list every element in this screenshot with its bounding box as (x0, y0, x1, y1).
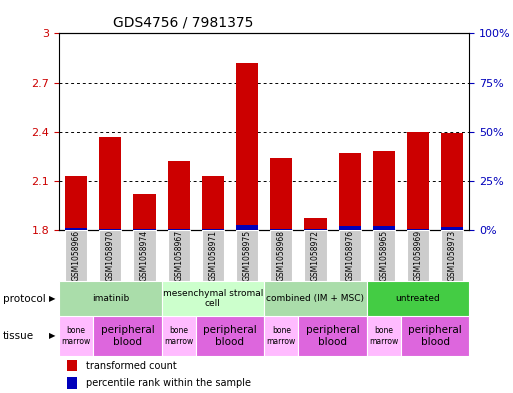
Bar (264, 316, 299, 356)
Text: protocol: protocol (3, 294, 45, 304)
Bar (304, 229, 327, 230)
Bar (162, 316, 196, 356)
Bar (270, 158, 292, 230)
Text: tissue: tissue (3, 331, 34, 341)
Bar (196, 316, 264, 356)
Bar (133, 230, 155, 281)
Text: GSM1058974: GSM1058974 (140, 230, 149, 281)
Bar (99, 229, 122, 230)
Text: peripheral
blood: peripheral blood (203, 325, 257, 347)
Text: GSM1058973: GSM1058973 (448, 230, 457, 281)
Text: bone
marrow: bone marrow (62, 326, 91, 346)
Bar (93, 316, 162, 356)
Bar (373, 230, 395, 281)
Text: GSM1058965: GSM1058965 (380, 230, 388, 281)
Text: GSM1058970: GSM1058970 (106, 230, 115, 281)
Text: GSM1058968: GSM1058968 (277, 230, 286, 281)
Text: GDS4756 / 7981375: GDS4756 / 7981375 (113, 16, 253, 30)
Bar (162, 281, 264, 316)
Bar (407, 132, 429, 230)
Bar (264, 281, 367, 316)
Bar (304, 230, 327, 281)
Text: peripheral
blood: peripheral blood (306, 325, 360, 347)
Text: GSM1058971: GSM1058971 (208, 230, 218, 281)
Bar (339, 153, 361, 230)
Bar (67, 377, 77, 389)
Bar (59, 281, 162, 316)
Bar (441, 230, 463, 281)
Bar (202, 229, 224, 230)
Bar (339, 230, 361, 281)
Text: bone
marrow: bone marrow (267, 326, 296, 346)
Bar (401, 316, 469, 356)
Text: GSM1058966: GSM1058966 (72, 230, 81, 281)
Text: GSM1058975: GSM1058975 (243, 230, 251, 281)
Bar (299, 316, 367, 356)
Bar (270, 229, 292, 230)
Bar (67, 360, 77, 371)
Bar (133, 229, 155, 230)
Text: peripheral
blood: peripheral blood (408, 325, 462, 347)
Bar (65, 176, 87, 230)
Text: transformed count: transformed count (86, 361, 176, 371)
Bar (202, 176, 224, 230)
Text: GSM1058972: GSM1058972 (311, 230, 320, 281)
Text: untreated: untreated (396, 294, 441, 303)
Bar (65, 228, 87, 230)
Bar (339, 226, 361, 230)
Bar (236, 63, 258, 230)
Bar (367, 281, 469, 316)
Text: GSM1058976: GSM1058976 (345, 230, 354, 281)
Text: mesenchymal stromal
cell: mesenchymal stromal cell (163, 289, 263, 309)
Text: ▶: ▶ (49, 294, 55, 303)
Bar (304, 219, 327, 230)
Bar (236, 225, 258, 230)
Bar (168, 230, 190, 281)
Text: ▶: ▶ (49, 332, 55, 340)
Bar (99, 136, 122, 230)
Bar (236, 230, 258, 281)
Bar (373, 226, 395, 230)
Bar (407, 229, 429, 230)
Bar (59, 316, 93, 356)
Bar (367, 316, 401, 356)
Bar (133, 194, 155, 230)
Text: percentile rank within the sample: percentile rank within the sample (86, 378, 251, 388)
Bar (270, 230, 292, 281)
Bar (373, 151, 395, 230)
Text: bone
marrow: bone marrow (164, 326, 193, 346)
Text: bone
marrow: bone marrow (369, 326, 399, 346)
Bar (202, 230, 224, 281)
Text: combined (IM + MSC): combined (IM + MSC) (266, 294, 365, 303)
Bar (168, 229, 190, 230)
Text: GSM1058967: GSM1058967 (174, 230, 183, 281)
Bar (407, 230, 429, 281)
Bar (65, 230, 87, 281)
Bar (99, 230, 122, 281)
Bar (168, 161, 190, 230)
Text: imatinib: imatinib (92, 294, 129, 303)
Bar (441, 227, 463, 230)
Text: GSM1058969: GSM1058969 (413, 230, 423, 281)
Bar (441, 133, 463, 230)
Text: peripheral
blood: peripheral blood (101, 325, 154, 347)
